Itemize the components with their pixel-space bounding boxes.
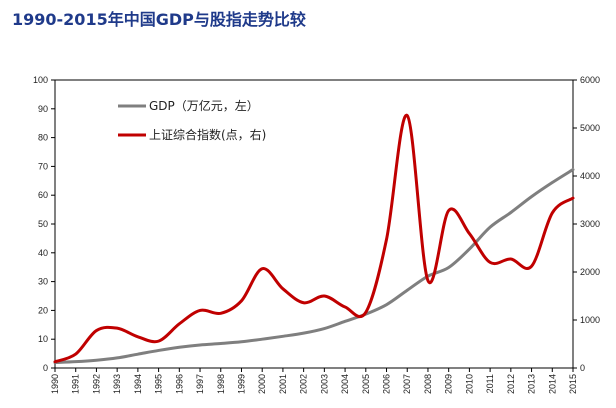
x-tick-label: 1993 bbox=[112, 374, 122, 394]
right-tick-label: 1000 bbox=[580, 315, 600, 325]
x-tick-label: 2009 bbox=[444, 374, 454, 394]
x-tick-label: 1998 bbox=[216, 374, 226, 394]
left-tick-label: 70 bbox=[38, 161, 48, 171]
right-tick-label: 6000 bbox=[580, 75, 600, 85]
left-tick-label: 90 bbox=[38, 104, 48, 114]
x-tick-label: 2011 bbox=[485, 374, 495, 393]
x-tick-label: 1999 bbox=[236, 374, 246, 394]
page-title: 1990-2015年中国GDP与股指走势比较 bbox=[12, 10, 306, 29]
x-tick-label: 2010 bbox=[464, 374, 474, 394]
x-tick-label: 2004 bbox=[340, 374, 350, 394]
left-tick-label: 20 bbox=[38, 305, 48, 315]
series-layer bbox=[53, 113, 575, 365]
left-axis: 0 10 20 30 40 50 60 70 80 90 100 bbox=[33, 75, 55, 373]
left-tick-label: 0 bbox=[43, 363, 48, 373]
left-tick-label: 50 bbox=[38, 219, 48, 229]
right-tick-label: 2000 bbox=[580, 267, 600, 277]
x-tick-label: 2015 bbox=[568, 374, 578, 394]
x-tick-label: 1994 bbox=[133, 374, 143, 394]
x-tick-label: 2001 bbox=[278, 374, 288, 394]
series-line-shanghai-index bbox=[53, 113, 575, 364]
left-tick-label: 40 bbox=[38, 248, 48, 258]
legend-label-shanghai-index: 上证综合指数(点，右) bbox=[149, 127, 266, 142]
left-tick-label: 10 bbox=[38, 334, 48, 344]
x-tick-label: 1995 bbox=[154, 374, 164, 394]
x-axis: 1990 1991 1992 1993 1994 1995 1996 1997 1998 1999… bbox=[50, 368, 578, 394]
x-tick-label: 2005 bbox=[361, 374, 371, 394]
x-tick-label: 1991 bbox=[71, 374, 81, 394]
left-tick-label: 30 bbox=[38, 277, 48, 287]
x-tick-label: 2003 bbox=[319, 374, 329, 394]
legend: GDP（万亿元，左） 上证综合指数(点，右) bbox=[118, 98, 266, 142]
x-tick-label: 2002 bbox=[299, 374, 309, 394]
x-tick-label: 1996 bbox=[174, 374, 184, 394]
right-tick-label: 5000 bbox=[580, 123, 600, 133]
left-tick-label: 80 bbox=[38, 133, 48, 143]
right-tick-label: 3000 bbox=[580, 219, 600, 229]
right-tick-label: 4000 bbox=[580, 171, 600, 181]
x-tick-label: 2012 bbox=[506, 374, 516, 394]
x-tick-label: 2007 bbox=[402, 374, 412, 394]
x-tick-label: 1990 bbox=[50, 374, 60, 394]
x-tick-label: 2006 bbox=[382, 374, 392, 394]
x-tick-label: 1997 bbox=[195, 374, 205, 394]
x-tick-label: 2014 bbox=[547, 374, 557, 394]
left-tick-label: 60 bbox=[38, 190, 48, 200]
x-tick-label: 2013 bbox=[527, 374, 537, 394]
x-tick-label: 2000 bbox=[257, 374, 267, 394]
x-tick-label: 1992 bbox=[91, 374, 101, 394]
x-tick-label: 2008 bbox=[423, 374, 433, 394]
series-line-gdp bbox=[53, 168, 575, 365]
right-axis: 0 1000 2000 3000 4000 5000 6000 bbox=[573, 75, 600, 373]
legend-label-gdp: GDP（万亿元，左） bbox=[149, 98, 259, 113]
left-tick-label: 100 bbox=[33, 75, 48, 85]
right-tick-label: 0 bbox=[580, 363, 585, 373]
